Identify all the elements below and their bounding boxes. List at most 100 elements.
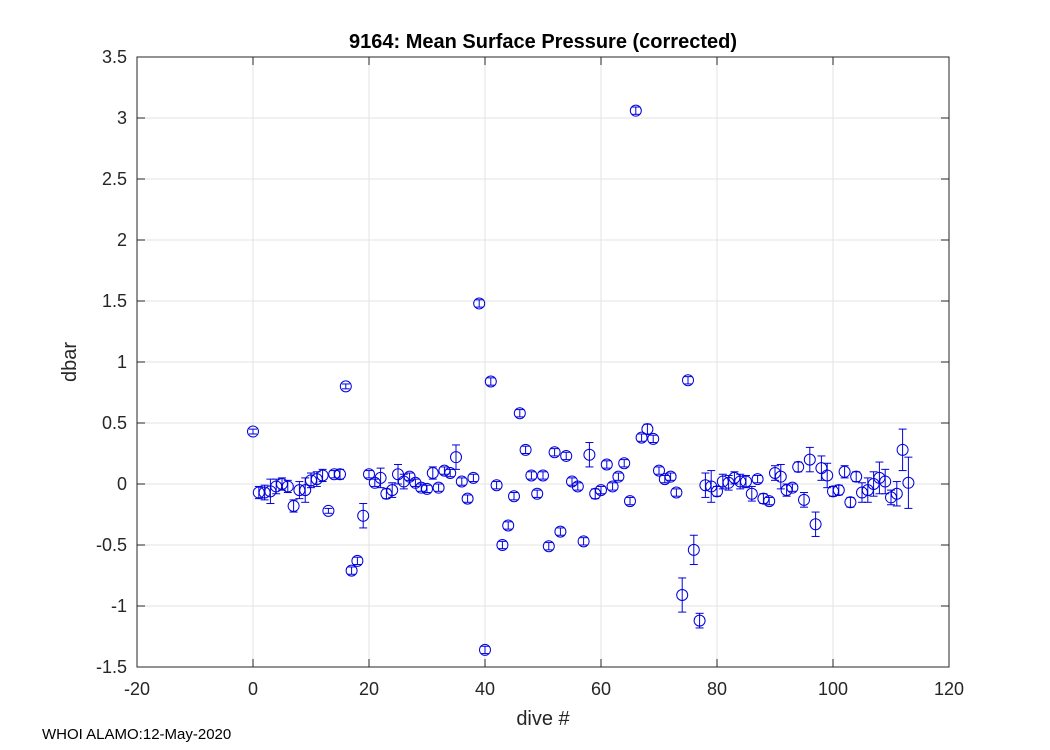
data-point [281, 479, 294, 494]
data-marker [525, 469, 538, 482]
data-marker [838, 465, 851, 478]
data-point [687, 534, 700, 566]
data-marker [676, 589, 689, 602]
data-marker [595, 484, 607, 497]
data-point [838, 465, 851, 479]
data-point [397, 473, 410, 490]
data-marker [693, 614, 706, 627]
data-marker [832, 484, 845, 497]
data-marker [850, 470, 863, 483]
data-marker [890, 487, 903, 500]
data-point [803, 446, 816, 473]
chart-title: 9164: Mean Surface Pressure (corrected) [349, 31, 737, 53]
data-point [299, 477, 312, 503]
data-point [455, 475, 468, 488]
data-marker [740, 475, 752, 488]
y-tick-label: 1 [117, 352, 127, 372]
data-point [537, 469, 549, 482]
data-marker [444, 467, 457, 480]
y-tick-label: -0.5 [96, 535, 127, 555]
data-marker [357, 509, 370, 522]
y-tick-label: -1 [111, 596, 127, 616]
data-marker [618, 457, 631, 470]
data-marker [635, 431, 648, 444]
data-point [519, 443, 532, 456]
data-point [740, 474, 752, 489]
y-tick-label: 2.5 [102, 169, 127, 189]
data-point [792, 460, 805, 473]
data-point [664, 470, 677, 483]
data-marker [809, 518, 822, 531]
y-tick-label: 3 [117, 108, 127, 128]
y-tick-label: 0 [117, 474, 127, 494]
data-point [345, 564, 358, 577]
data-marker [247, 425, 259, 438]
data-marker [299, 484, 312, 497]
x-tick-label: 0 [248, 679, 258, 699]
data-marker [571, 480, 584, 493]
x-tick-label: 20 [359, 679, 379, 699]
data-point [316, 468, 329, 483]
grid [136, 56, 950, 668]
data-point [676, 577, 689, 613]
data-marker [502, 519, 515, 532]
x-tick-label: 60 [591, 679, 611, 699]
data-marker [537, 469, 549, 482]
data-point [902, 456, 915, 509]
data-point [751, 473, 764, 486]
data-point [832, 484, 845, 497]
data-point [774, 463, 787, 490]
data-point [548, 446, 561, 459]
data-marker [496, 539, 509, 551]
data-marker [583, 448, 596, 461]
data-point [682, 374, 694, 387]
data-point [542, 540, 555, 553]
data-point [334, 468, 346, 481]
data-marker [479, 643, 491, 656]
data-point [513, 407, 526, 420]
x-tick-label: -20 [124, 679, 150, 699]
data-point [606, 480, 619, 493]
data-point [496, 539, 509, 551]
data-point [386, 482, 399, 498]
data-point [328, 468, 341, 481]
data-marker [484, 375, 497, 388]
data-marker [334, 468, 346, 481]
data-marker [774, 470, 787, 483]
data-point [600, 458, 613, 471]
data-point [467, 471, 480, 484]
data-marker [600, 458, 613, 471]
data-marker [508, 490, 520, 503]
data-marker [531, 487, 544, 500]
data-marker [548, 446, 561, 459]
data-marker [339, 380, 352, 393]
data-point [786, 481, 799, 494]
data-point [571, 480, 584, 493]
y-axis-label: dbar [59, 342, 81, 382]
data-point [339, 380, 352, 393]
x-axis-label: dive # [516, 708, 570, 730]
data-marker [287, 499, 300, 512]
data-point [421, 482, 433, 495]
data-marker [473, 297, 486, 310]
data-marker [745, 487, 758, 500]
data-marker [821, 469, 834, 482]
data-marker [560, 449, 573, 462]
y-tick-label: 2 [117, 230, 127, 250]
data-marker [542, 540, 555, 553]
data-marker [798, 493, 810, 506]
data-point [763, 495, 776, 508]
data-marker [763, 495, 776, 508]
data-marker [432, 481, 445, 494]
data-point [508, 490, 520, 503]
data-marker [345, 564, 358, 577]
data-point [890, 481, 903, 507]
data-point [409, 476, 422, 489]
data-marker [670, 486, 683, 499]
x-tick-label: 100 [818, 679, 848, 699]
data-point [624, 495, 636, 508]
y-tick-label: 3.5 [102, 47, 127, 67]
data-point [351, 554, 364, 567]
data-marker [281, 480, 294, 493]
data-point [484, 375, 497, 388]
